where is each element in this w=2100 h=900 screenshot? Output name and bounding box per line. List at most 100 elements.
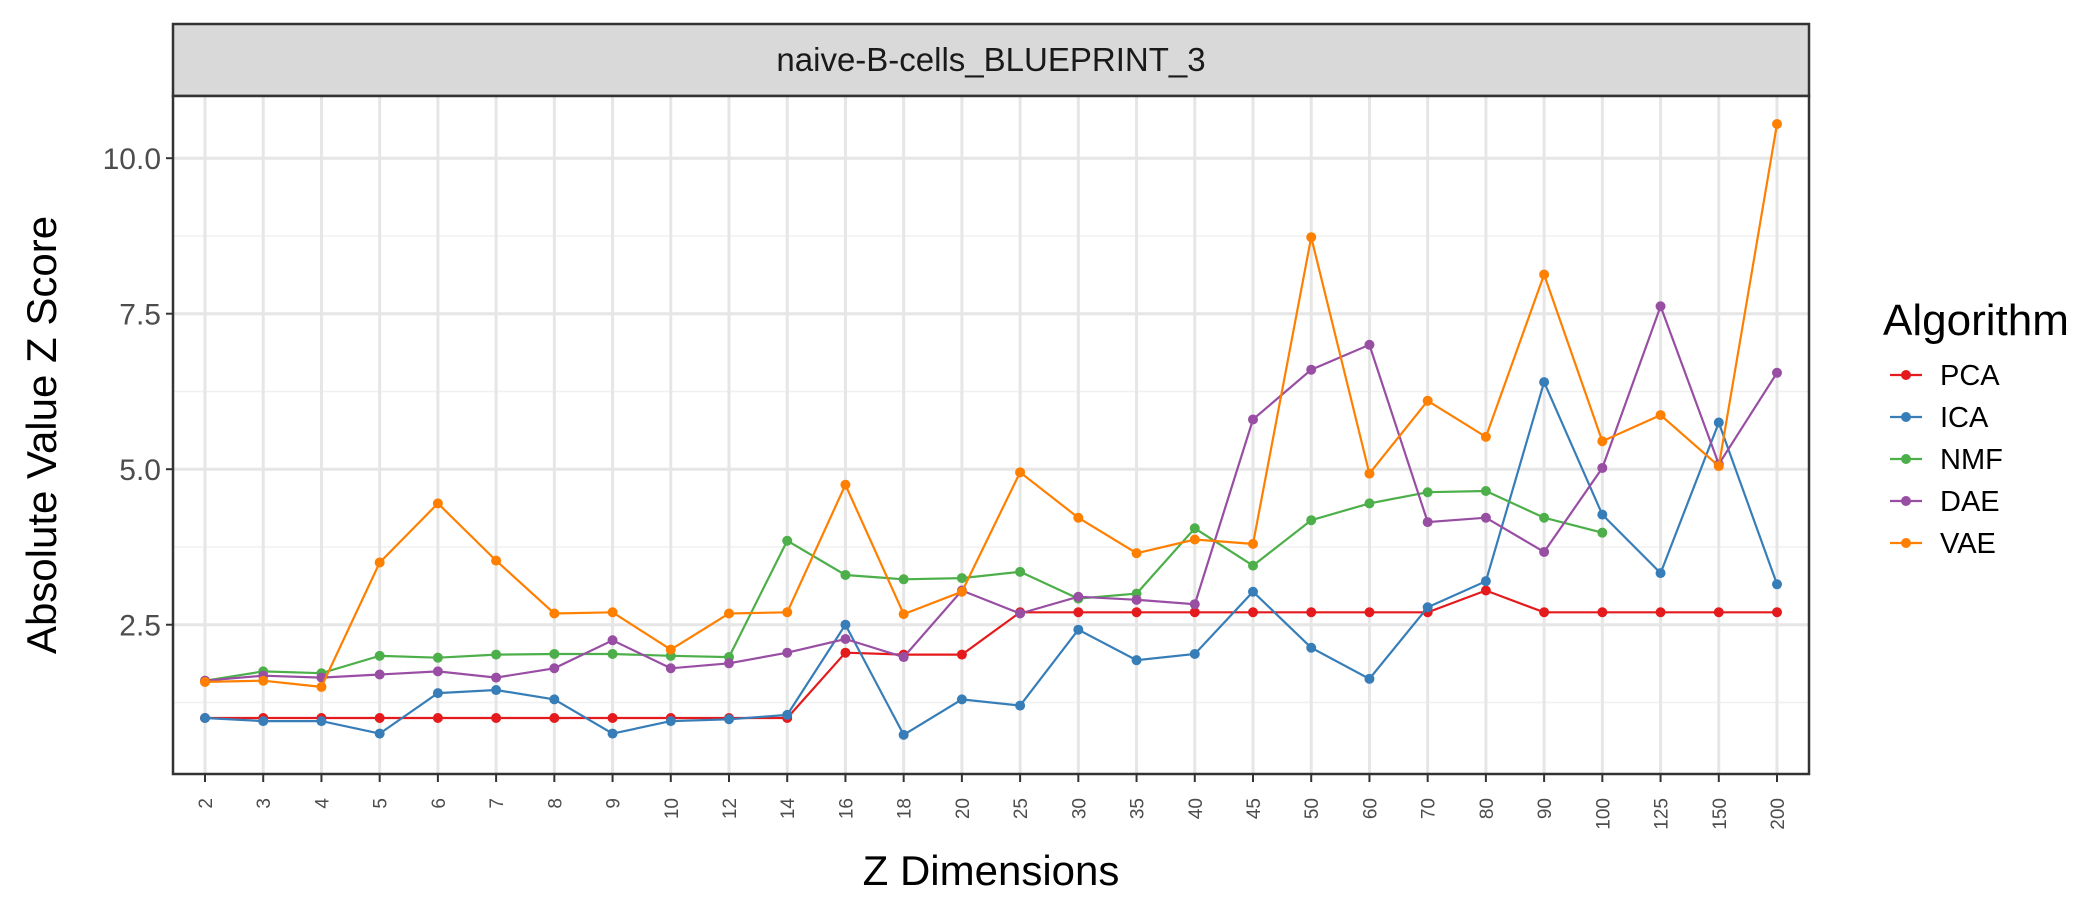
facet-strip-title: naive-B-cells_BLUEPRINT_3 — [776, 41, 1205, 78]
data-point-pca — [549, 713, 560, 724]
data-point-pca — [1713, 607, 1724, 618]
y-tick-label: 2.5 — [119, 610, 161, 643]
data-point-dae — [1597, 462, 1608, 473]
data-point-pca — [374, 713, 385, 724]
x-tick-label: 9 — [604, 798, 625, 809]
series-vae — [200, 118, 1782, 692]
data-point-vae — [316, 681, 327, 692]
data-point-nmf — [1248, 560, 1258, 571]
x-tick-label: 5 — [371, 798, 392, 809]
plot-panel — [173, 96, 1809, 774]
x-tick-label: 2 — [196, 798, 217, 809]
data-point-vae — [258, 675, 269, 686]
data-point-vae — [1364, 468, 1375, 479]
x-tick-label: 40 — [1186, 798, 1207, 819]
data-point-vae — [491, 555, 502, 566]
data-point-vae — [724, 608, 734, 619]
y-tick-label: 10.0 — [103, 143, 161, 176]
data-point-nmf — [432, 652, 443, 663]
legend-label: DAE — [1940, 486, 2000, 518]
data-point-dae — [1189, 599, 1200, 610]
x-tick-label: 3 — [254, 798, 275, 809]
legend-label: NMF — [1940, 444, 2003, 476]
data-point-ica — [1480, 576, 1491, 587]
data-point-dae — [1539, 546, 1550, 557]
data-point-dae — [1073, 591, 1084, 602]
x-tick-label: 35 — [1128, 798, 1149, 819]
data-point-ica — [898, 729, 909, 740]
data-point-vae — [374, 557, 385, 568]
data-point-vae — [549, 608, 560, 619]
data-point-nmf — [1597, 527, 1608, 538]
data-point-ica — [1189, 648, 1200, 659]
data-point-pca — [432, 713, 443, 724]
x-tick-label: 4 — [312, 798, 333, 809]
legend-label: ICA — [1940, 402, 1989, 434]
data-point-vae — [1306, 232, 1317, 243]
data-point-nmf — [491, 649, 502, 660]
legend-key-point — [1901, 370, 1911, 380]
data-point-ica — [1364, 673, 1375, 684]
data-point-nmf — [1015, 566, 1026, 577]
series-layer — [200, 118, 1782, 740]
data-point-vae — [782, 607, 793, 618]
data-point-ica — [549, 694, 560, 705]
x-tick-label: 10 — [662, 798, 683, 819]
x-tick-label: 45 — [1244, 798, 1265, 819]
data-point-dae — [840, 634, 851, 645]
data-point-dae — [1015, 608, 1026, 619]
data-point-pca — [1655, 607, 1666, 618]
x-tick-label: 14 — [778, 798, 799, 820]
data-point-dae — [1772, 367, 1782, 378]
x-tick-label: 80 — [1477, 798, 1498, 819]
data-point-pca — [1364, 607, 1375, 618]
series-line-dae — [204, 302, 1778, 682]
data-point-ica — [782, 709, 793, 720]
data-point-pca — [1248, 607, 1258, 618]
series-line-vae — [204, 123, 1779, 689]
data-point-vae — [1015, 467, 1026, 478]
data-point-dae — [665, 663, 676, 674]
data-point-ica — [1422, 602, 1433, 613]
legend-key-point — [1901, 496, 1911, 506]
x-tick-label: 18 — [895, 798, 916, 819]
data-point-nmf — [898, 574, 909, 585]
data-point-dae — [432, 666, 443, 677]
series-line-pca — [205, 589, 1777, 720]
data-point-dae — [374, 669, 385, 680]
data-point-nmf — [1539, 512, 1550, 523]
data-point-vae — [1597, 436, 1608, 447]
data-point-vae — [1713, 461, 1724, 472]
data-point-vae — [1248, 538, 1258, 549]
data-point-vae — [1131, 548, 1142, 559]
data-point-dae — [1131, 594, 1142, 605]
data-point-ica — [491, 685, 502, 696]
data-point-pca — [1539, 607, 1550, 618]
data-point-nmf — [782, 535, 793, 546]
data-point-ica — [840, 619, 851, 630]
data-point-ica — [1073, 624, 1084, 635]
x-tick-label: 60 — [1360, 798, 1381, 819]
x-axis-title: Z Dimensions — [863, 847, 1120, 894]
data-point-dae — [1480, 512, 1491, 523]
data-point-pca — [1480, 585, 1491, 596]
data-point-dae — [898, 652, 909, 663]
data-point-nmf — [1189, 523, 1200, 534]
x-tick-label: 70 — [1419, 798, 1440, 819]
data-point-ica — [1713, 417, 1724, 428]
data-point-pca — [491, 713, 502, 724]
x-tick-label: 20 — [953, 798, 974, 819]
data-point-pca — [1306, 607, 1317, 618]
legend-item-nmf: NMF — [1890, 444, 2003, 476]
legend-label: VAE — [1940, 528, 1996, 560]
x-tick-label: 100 — [1593, 798, 1614, 830]
data-point-dae — [1306, 364, 1317, 375]
data-point-ica — [432, 688, 443, 699]
data-point-ica — [1248, 586, 1258, 597]
legend-title: Algorithm — [1883, 296, 2069, 345]
data-point-vae — [840, 479, 851, 490]
data-point-vae — [1480, 431, 1491, 442]
data-point-ica — [724, 714, 734, 725]
x-tick-label: 125 — [1652, 798, 1673, 830]
series-line-ica — [204, 378, 1779, 737]
